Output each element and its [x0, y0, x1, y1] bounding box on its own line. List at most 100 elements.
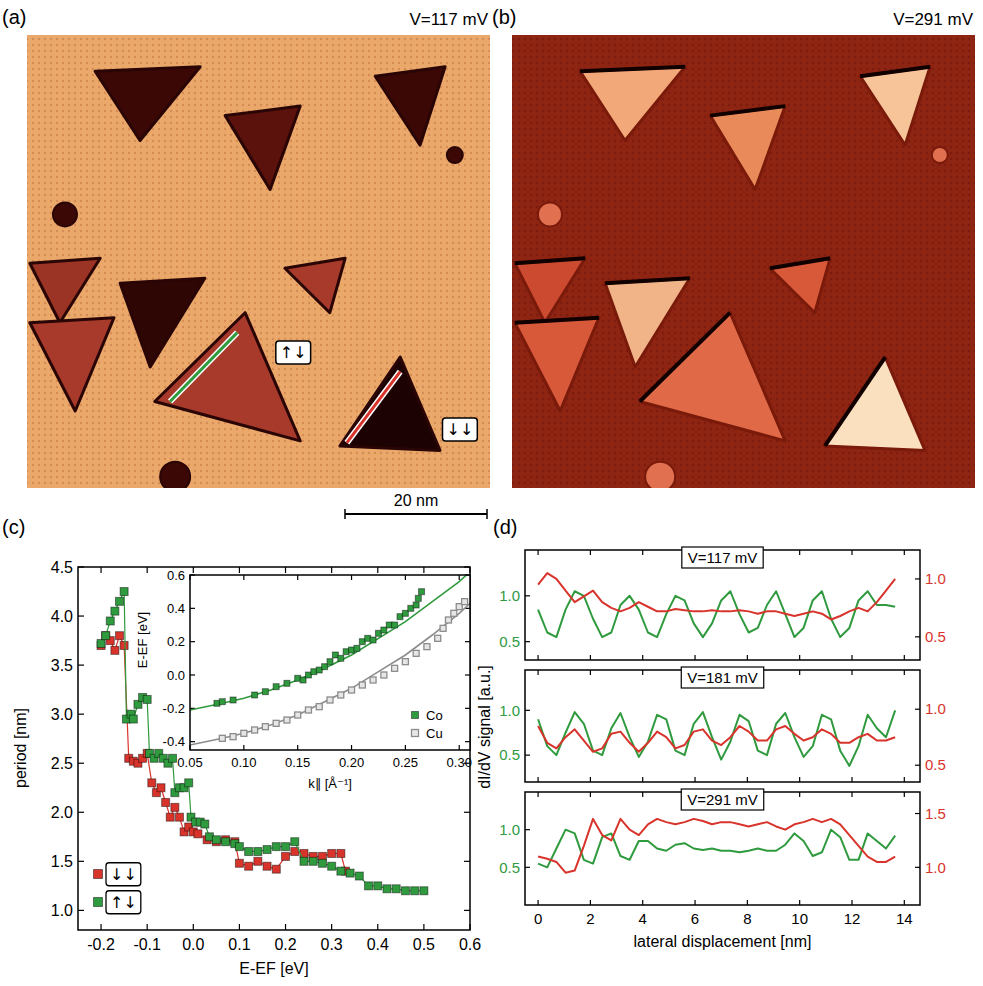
x-tick [285, 924, 286, 930]
data-point [252, 727, 258, 733]
island-rim [710, 106, 785, 116]
data-point [111, 607, 119, 615]
data-point [245, 862, 253, 870]
y-tick [78, 615, 84, 616]
x-tick [100, 924, 101, 930]
data-point [162, 798, 170, 806]
data-point [365, 882, 373, 890]
x-tick [285, 567, 286, 573]
x-tick-label: -0.2 [87, 936, 115, 953]
y2-tick-label: 1.0 [925, 570, 946, 587]
y-tick-label: 0.4 [167, 601, 185, 616]
legend-label: Co [426, 708, 443, 723]
data-point [295, 712, 301, 718]
data-point [273, 684, 279, 690]
data-point [381, 672, 387, 678]
plot-data [190, 575, 470, 745]
island [605, 278, 690, 367]
y-tick [464, 812, 470, 813]
data-point [370, 677, 376, 683]
data-point [370, 637, 376, 643]
data-point [106, 617, 114, 625]
x-tick-label: 0.2 [274, 936, 296, 953]
y-tick [78, 812, 84, 813]
island [120, 278, 205, 367]
y-tick [464, 910, 470, 911]
data-point [392, 885, 400, 893]
x-tick [193, 924, 194, 930]
data-point [116, 597, 124, 605]
data-point [401, 887, 409, 895]
data-point [383, 885, 391, 893]
y-tick-label: -0.4 [163, 734, 185, 749]
y-tick-label: 0.0 [167, 668, 185, 683]
x-tick [100, 567, 101, 573]
data-point [157, 784, 165, 792]
data-point [291, 838, 299, 846]
y2-tick-label: 1.0 [925, 700, 946, 717]
fit-line [190, 603, 470, 745]
y-axis-title: period [nm] [12, 708, 29, 788]
island [340, 357, 440, 450]
image-texture [27, 35, 490, 488]
data-point [355, 872, 363, 880]
stm-image: V=117 mV↑↓↓↓ [27, 10, 490, 492]
island-dot [160, 462, 190, 488]
y-axis-title: E-EF [eV] [135, 612, 150, 668]
title-box [681, 667, 763, 688]
spin-box [276, 341, 311, 364]
island [640, 313, 785, 441]
series-line [538, 819, 895, 873]
data-point [102, 632, 110, 640]
y-tick-label: 0.5 [499, 746, 520, 763]
title-box [681, 789, 763, 810]
x-tick-label: 0.15 [285, 755, 310, 770]
y-tick [464, 861, 470, 862]
x-tick-label: 14 [896, 910, 913, 927]
x-tick-label: 0.25 [393, 755, 418, 770]
image-title: V=117 mV [409, 10, 488, 29]
data-point [300, 857, 308, 865]
y-tick-label: 0.2 [167, 634, 185, 649]
plot-frame [190, 575, 470, 750]
y-axis-title: dI/dV signal [a.u.] [476, 665, 493, 789]
x-tick [239, 924, 240, 930]
y-tick-label: 0.6 [167, 568, 185, 583]
y-tick-label: 1.0 [499, 587, 520, 604]
y2-tick-label: 0.5 [925, 756, 946, 773]
series-line [538, 573, 895, 619]
data-point [102, 632, 110, 640]
image-texture [512, 35, 975, 488]
profile-line [347, 372, 400, 443]
image-content [27, 35, 490, 488]
data-point [354, 645, 360, 651]
data-point [337, 867, 345, 875]
data-point [349, 687, 355, 693]
x-tick [377, 924, 378, 930]
island-dot [645, 462, 675, 488]
island-dot [447, 147, 463, 163]
data-point [129, 715, 137, 723]
data-point [254, 848, 262, 856]
data-point [263, 846, 271, 854]
x-tick-label: 0.10 [231, 755, 256, 770]
island [285, 258, 345, 312]
chart-profile: 024681012140.51.01.01.5V=291 mVlateral d… [499, 789, 946, 950]
x-tick-label: 0.05 [177, 755, 202, 770]
y2-tick-label: 1.5 [925, 805, 946, 822]
chart-profile: 0.51.00.51.0V=181 mVdI/dV signal [a.u.] [476, 665, 946, 789]
series-line [538, 710, 895, 766]
spin-box [442, 418, 477, 441]
island [30, 318, 114, 411]
y-tick-label: -0.2 [163, 701, 185, 716]
data-point [235, 859, 243, 867]
data-point [171, 803, 179, 811]
data-point [413, 650, 419, 656]
island [95, 67, 200, 141]
island [515, 258, 585, 322]
data-point [120, 588, 128, 596]
data-point [262, 689, 268, 695]
data-point [212, 836, 220, 844]
data-point [241, 730, 247, 736]
legend-marker [412, 730, 419, 737]
